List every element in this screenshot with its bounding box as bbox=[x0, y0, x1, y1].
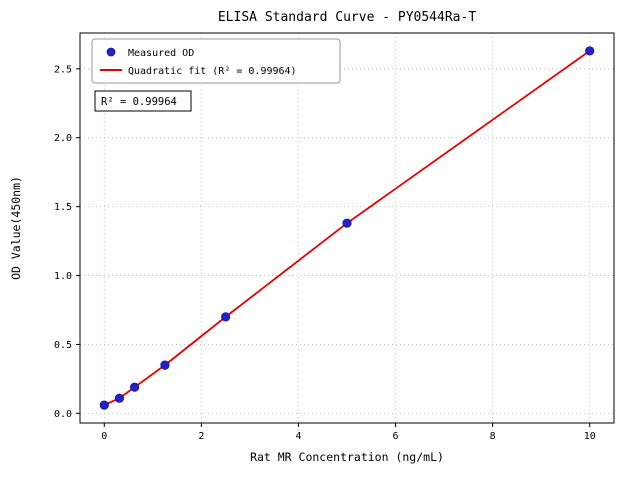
data-point bbox=[585, 46, 595, 56]
plot-frame bbox=[79, 32, 615, 424]
data-point bbox=[342, 218, 352, 228]
x-axis-label: Rat MR Concentration (ng/mL) bbox=[250, 450, 444, 464]
x-tick-label: 0 bbox=[101, 431, 107, 442]
x-tick-label: 8 bbox=[490, 431, 496, 442]
x-tick-label: 6 bbox=[393, 431, 399, 442]
data-point bbox=[99, 400, 109, 410]
data-point bbox=[114, 393, 125, 403]
legend: Measured OD Quadratic fit (R² = 0.99964) bbox=[91, 38, 341, 84]
gridlines bbox=[80, 33, 614, 423]
annotation-text: R² = 0.99964 bbox=[101, 96, 177, 108]
y-tick-label: 1.5 bbox=[54, 202, 72, 213]
y-tick-label: 1.0 bbox=[54, 271, 72, 282]
data-point bbox=[221, 312, 231, 322]
legend-box bbox=[91, 38, 341, 84]
annotation-box bbox=[94, 90, 192, 112]
data-point bbox=[160, 360, 170, 370]
data-points bbox=[99, 46, 595, 410]
axis-ticks: 0 2 4 6 8 10 0.0 0.5 1.0 1.5 2.0 2.5 bbox=[54, 64, 596, 442]
y-tick-label: 0.5 bbox=[54, 340, 72, 351]
x-tick-label: 10 bbox=[584, 431, 596, 442]
y-tick-label: 2.5 bbox=[54, 64, 72, 75]
r-squared-annotation: R² = 0.99964 bbox=[94, 90, 192, 112]
x-tick-label: 4 bbox=[295, 431, 301, 442]
y-axis-label: OD Value(450nm) bbox=[9, 176, 23, 280]
data-point bbox=[130, 382, 140, 392]
y-tick-label: 0.0 bbox=[54, 409, 72, 420]
y-tick-label: 2.0 bbox=[54, 133, 72, 144]
legend-label-quadratic-fit: Quadratic fit (R² = 0.99964) bbox=[128, 66, 297, 77]
x-tick-label: 2 bbox=[198, 431, 204, 442]
chart-title: ELISA Standard Curve - PY0544Ra-T bbox=[218, 10, 476, 25]
legend-marker-measured-od bbox=[106, 47, 116, 57]
legend-label-measured-od: Measured OD bbox=[128, 48, 194, 59]
